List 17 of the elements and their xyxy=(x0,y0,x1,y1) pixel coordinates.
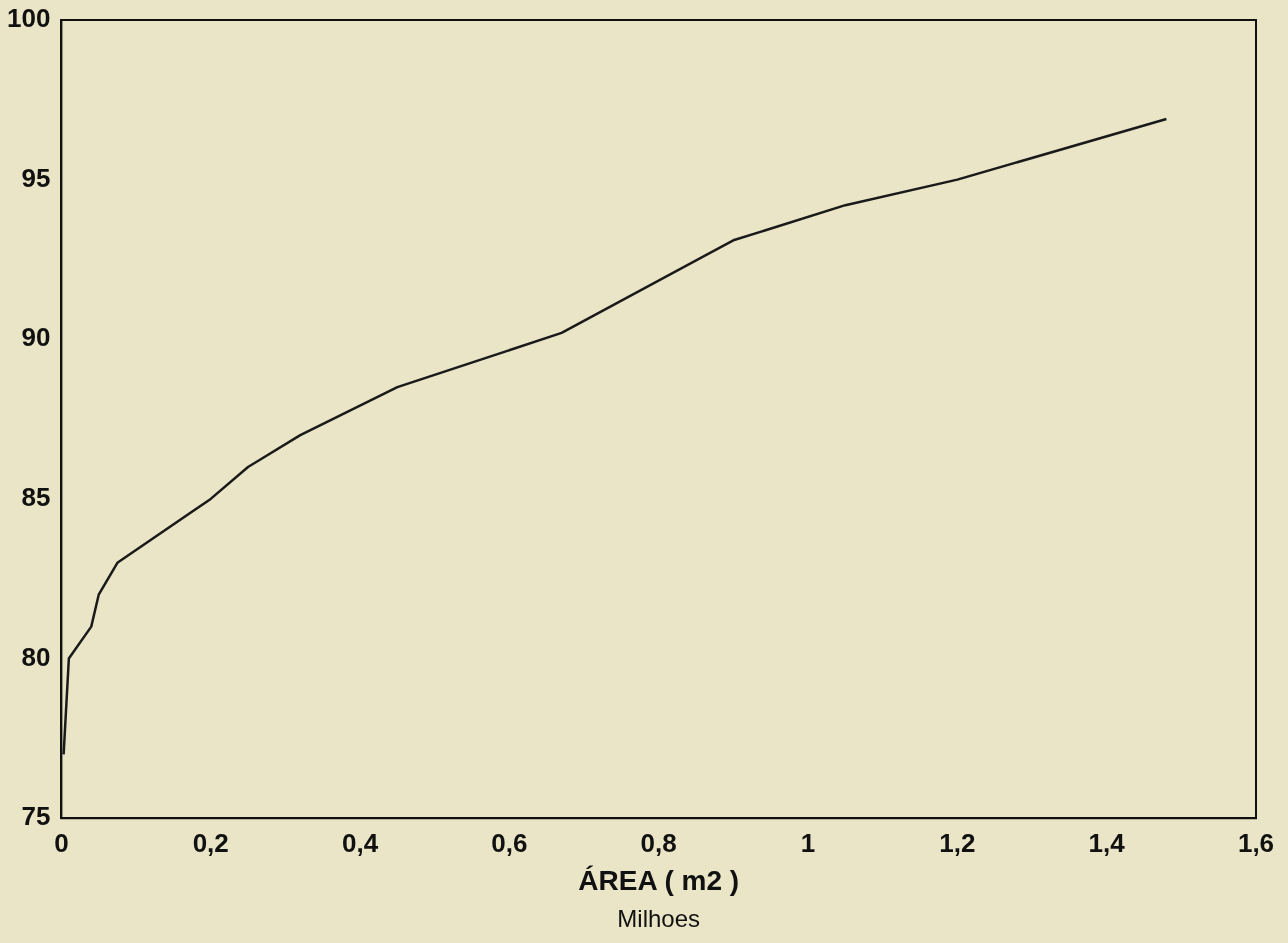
x-tick-label: 1,2 xyxy=(939,827,976,858)
x-axis-title: ÁREA ( m2 ) xyxy=(578,864,740,896)
x-tick-label: 1,4 xyxy=(1088,827,1126,858)
y-tick-label: 80 xyxy=(21,641,51,672)
text: Milhoes xyxy=(617,904,701,932)
x-tick-label: 0,4 xyxy=(341,827,379,858)
x-tick-label: 0,8 xyxy=(640,827,677,858)
x-tick-label: 1 xyxy=(800,827,816,858)
y-tick-label: 85 xyxy=(21,482,51,513)
x-tick-label: 0,2 xyxy=(192,827,229,858)
y-tick-label: 90 xyxy=(21,322,51,353)
x-tick-label: 0 xyxy=(54,827,69,858)
x-tick-label: 1,6 xyxy=(1237,827,1275,858)
y-tick-label: 100 xyxy=(6,3,51,34)
x-tick-label: 0,6 xyxy=(491,827,528,858)
y-tick-label: 95 xyxy=(21,162,51,193)
y-tick-label: 75 xyxy=(21,801,51,832)
